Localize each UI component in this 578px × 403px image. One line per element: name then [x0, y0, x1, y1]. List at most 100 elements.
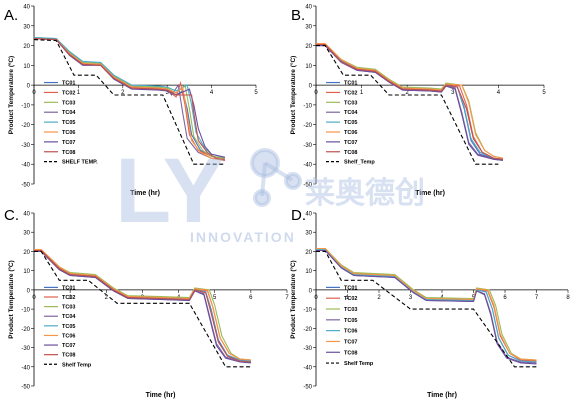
y-tick-label: 30 — [23, 231, 30, 237]
x-tick-label: 3 — [409, 295, 413, 301]
legend-item-tc03: TC03 — [62, 305, 75, 311]
legend-item-tc01: TC01 — [344, 81, 357, 87]
legend-item-tc02: TC02 — [344, 296, 357, 302]
x-axis-title: Time (hr) — [146, 392, 176, 399]
y-tick-label: 0 — [27, 84, 31, 90]
series-line-tc06 — [34, 248, 251, 361]
y-tick-label: 10 — [23, 64, 30, 70]
legend-item-tc08: TC08 — [62, 353, 75, 359]
y-tick-label: -50 — [303, 385, 312, 391]
series-line-tc03 — [33, 37, 225, 159]
y-tick-label: -50 — [303, 183, 312, 189]
y-tick-label: -30 — [303, 143, 312, 149]
y-tick-label: -10 — [303, 308, 312, 314]
y-axis-title: Product Temperature (ºC) — [290, 260, 297, 338]
y-tick-label: 0 — [27, 288, 31, 294]
y-tick-label: -40 — [21, 365, 30, 371]
y-tick-label: 20 — [305, 250, 312, 256]
series-line-tc08 — [33, 38, 226, 161]
series-line-tc08 — [316, 249, 537, 365]
panel-label: B. — [291, 7, 305, 24]
x-tick-label: 0 — [314, 90, 318, 96]
y-tick-label: -10 — [303, 103, 312, 109]
y-tick-label: -50 — [21, 183, 30, 189]
panel-label: A. — [4, 7, 18, 24]
x-tick-label: 1 — [68, 295, 72, 301]
x-tick-label: 0 — [32, 295, 36, 301]
x-tick-label: 2 — [377, 295, 381, 301]
x-tick-label: 1 — [346, 295, 350, 301]
y-tick-label: 40 — [305, 5, 312, 11]
y-tick-label: -40 — [303, 163, 312, 169]
legend-item-tc02: TC02 — [62, 295, 75, 301]
shelf-temp-line — [316, 45, 499, 165]
y-tick-label: -20 — [303, 123, 312, 129]
series-line-tc06 — [33, 38, 225, 161]
legend-item-tc07: TC07 — [62, 343, 75, 349]
legend-item-tc05: TC05 — [62, 120, 75, 126]
legend-item-tc06: TC06 — [62, 130, 75, 136]
legend-item-tc03: TC03 — [344, 100, 357, 106]
x-tick-label: 7 — [285, 295, 289, 301]
y-axis-title: Product Temperature (ºC) — [8, 260, 15, 338]
legend-item-tc08: TC08 — [344, 350, 357, 356]
y-tick-label: 0 — [309, 288, 313, 294]
series-line-tc07 — [34, 250, 251, 364]
legend-item-shelf: Shelf Temp — [62, 362, 92, 368]
x-tick-label: 2 — [105, 295, 109, 301]
legend-item-shelf: Shelf_Temp — [344, 160, 375, 166]
y-tick-label: 20 — [23, 250, 30, 256]
series-line-tc08 — [316, 44, 504, 160]
y-axis-title: Product Temperature (°C) — [289, 56, 297, 135]
legend-item-tc06: TC06 — [344, 329, 357, 335]
y-tick-label: 30 — [305, 231, 312, 237]
y-tick-label: -30 — [21, 143, 30, 149]
legend-item-shelf: SHELF TEMP. — [62, 160, 98, 166]
y-tick-label: 20 — [23, 44, 30, 50]
x-tick-label: 6 — [503, 295, 507, 301]
y-tick-label: -10 — [21, 308, 30, 314]
legend-item-shelf: Shelf Temp — [344, 361, 374, 367]
series-line-tc07 — [33, 38, 226, 158]
legend-item-tc04: TC04 — [62, 314, 76, 320]
legend-item-tc07: TC07 — [344, 140, 357, 146]
x-tick-label: 2 — [121, 90, 125, 96]
y-tick-label: -20 — [303, 327, 312, 333]
legend-item-tc05: TC05 — [344, 120, 357, 126]
y-tick-label: -40 — [21, 163, 30, 169]
x-tick-label: 3 — [451, 90, 455, 96]
panel-label: C. — [4, 207, 19, 224]
shelf-temp-line — [33, 39, 225, 165]
legend-item-tc02: TC02 — [344, 90, 357, 96]
x-tick-label: 5 — [213, 295, 217, 301]
x-tick-label: 1 — [360, 90, 364, 96]
x-tick-label: 1 — [77, 90, 81, 96]
legend-item-tc05: TC05 — [344, 318, 357, 324]
x-tick-label: 8 — [566, 295, 570, 301]
y-tick-label: 10 — [305, 269, 312, 275]
legend-item-tc02: TC02 — [62, 90, 75, 96]
legend-item-tc07: TC07 — [62, 140, 75, 146]
y-tick-label: -20 — [21, 123, 30, 129]
legend-item-tc01: TC01 — [62, 285, 75, 291]
x-tick-label: 6 — [249, 295, 253, 301]
y-tick-label: 10 — [305, 64, 312, 70]
x-tick-label: 5 — [542, 90, 546, 96]
x-tick-label: 4 — [210, 90, 214, 96]
y-tick-label: -30 — [303, 346, 312, 352]
x-axis-title: Time (hr) — [130, 190, 160, 197]
y-tick-label: 40 — [23, 212, 30, 218]
series-line-tc08 — [34, 249, 251, 363]
y-tick-label: -10 — [21, 103, 30, 109]
legend-item-tc03: TC03 — [62, 100, 75, 106]
legend-item-tc04: TC04 — [344, 110, 358, 116]
y-tick-label: 30 — [23, 24, 30, 30]
y-tick-label: 40 — [23, 5, 30, 11]
y-tick-label: -20 — [21, 327, 30, 333]
chart-panel-b: B. -50 -40 -30 -20 -10 0 10 20 30 40 0 1 2 3 4 5 Time (hr… — [289, 5, 546, 198]
legend-item-tc08: TC08 — [344, 150, 357, 156]
legend-item-tc01: TC01 — [344, 285, 357, 291]
x-tick-label: 4 — [497, 90, 501, 96]
y-tick-label: 0 — [309, 84, 313, 90]
